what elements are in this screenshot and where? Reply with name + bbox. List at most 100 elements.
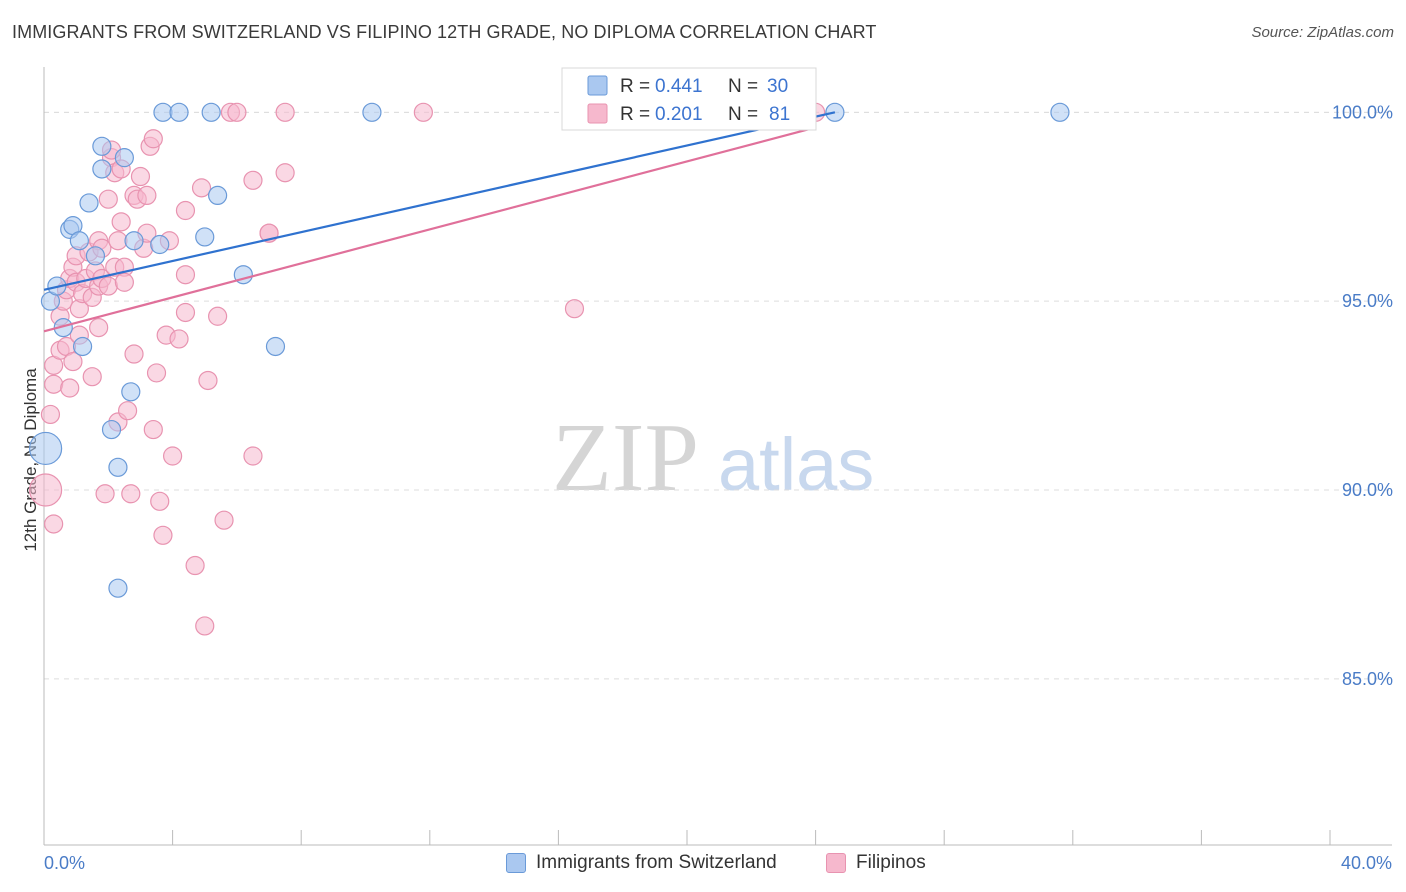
legend-swatch-filipinos: [587, 103, 608, 124]
switzerland-point-13: [108, 457, 128, 477]
filipinos-point-71: [227, 102, 247, 122]
switzerland-point-29: [1050, 102, 1070, 122]
switzerland-point-14: [108, 578, 128, 598]
filipinos-point-60: [169, 329, 189, 349]
y-axis-label: 12th Grade, No Diploma: [21, 368, 40, 552]
switzerland-point-10: [92, 136, 112, 156]
filipinos-point-56: [153, 525, 173, 545]
filipinos-point-39: [111, 212, 131, 232]
switzerland-point-20: [169, 102, 189, 122]
series-switzerland-points: [29, 102, 1070, 598]
legend-item-filipinos[interactable]: Filipinos: [826, 852, 926, 874]
filipinos-point-4: [44, 374, 64, 394]
legend-swatch-switzerland: [587, 75, 608, 96]
source-credit: Source: ZipAtlas.com: [1251, 24, 1394, 41]
switzerland-point-0: [29, 431, 63, 466]
y-tick-label-85: 85.0%: [1342, 669, 1393, 689]
filipinos-point-30: [98, 276, 118, 296]
y-tick-label-90: 90.0%: [1342, 480, 1393, 500]
filipinos-point-73: [243, 170, 263, 190]
legend-label-switzerland: Immigrants from Switzerland: [536, 852, 777, 873]
filipinos-point-47: [130, 166, 151, 187]
filipinos-point-29: [95, 484, 115, 504]
switzerland-point-19: [153, 102, 173, 122]
legend-swatch-blue: [506, 853, 526, 873]
legend-r-value-filipinos: 0.201: [655, 104, 703, 125]
legend-n-value-filipinos: 81: [769, 104, 790, 125]
filipinos-point-13: [63, 351, 83, 372]
y-tick-label-100: 100.0%: [1332, 102, 1393, 122]
filipinos-point-22: [82, 367, 102, 387]
switzerland-point-15: [114, 148, 134, 168]
legend-label-filipinos: Filipinos: [856, 852, 926, 873]
switzerland-point-21: [195, 227, 215, 247]
filipinos-point-53: [143, 419, 163, 440]
series-filipinos-points: [29, 102, 826, 636]
switzerland-point-12: [101, 419, 122, 440]
watermark: ZIP atlas: [552, 404, 874, 512]
filipinos-point-76: [275, 163, 295, 183]
filipinos-point-31: [98, 189, 118, 209]
series-legend: Immigrants from Switzerland Filipinos: [0, 852, 1406, 878]
filipinos-point-66: [195, 616, 215, 636]
switzerland-point-18: [150, 234, 170, 255]
switzerland-point-25: [265, 336, 286, 357]
switzerland-point-16: [121, 382, 141, 402]
filipinos-point-61: [175, 200, 196, 221]
trend-lines: [43, 111, 836, 333]
legend-r-label-1: R =: [620, 76, 650, 97]
filipinos-point-67: [198, 370, 218, 391]
filipinos-point-24: [89, 317, 109, 338]
switzerland-point-22: [201, 102, 221, 122]
filipinos-point-79: [564, 299, 585, 319]
filipinos-point-54: [146, 363, 167, 383]
legend-r-value-switzerland: 0.441: [655, 76, 703, 97]
legend-item-switzerland[interactable]: Immigrants from Switzerland: [506, 852, 777, 874]
filipinos-point-0: [29, 473, 63, 507]
filipinos-point-36: [108, 231, 128, 251]
filipinos-point-10: [60, 378, 80, 398]
filipinos-point-65: [191, 178, 212, 198]
switzerland-point-6: [69, 231, 89, 251]
filipinos-point-63: [175, 302, 196, 323]
filipinos-point-62: [175, 265, 196, 285]
filipinos-point-42: [117, 401, 138, 421]
legend-r-label-2: R =: [620, 104, 650, 125]
x-tick-label-max: 40.0%: [1341, 853, 1392, 873]
switzerland-point-23: [208, 185, 228, 206]
filipinos-point-50: [137, 185, 157, 206]
filipinos-point-55: [150, 491, 170, 511]
switzerland-point-9: [85, 246, 106, 266]
filipinos-point-64: [185, 555, 205, 576]
legend-swatch-pink: [826, 853, 846, 873]
filipinos-point-72: [243, 446, 263, 466]
watermark-zip: ZIP: [552, 404, 699, 512]
y-tick-label-95: 95.0%: [1342, 291, 1393, 311]
y-axis-tick-labels: 85.0% 90.0% 95.0% 100.0%: [1332, 102, 1393, 689]
filipinos-point-59: [163, 446, 183, 466]
grid-lines: [44, 111, 1392, 680]
switzerland-trend-line: [43, 111, 836, 291]
chart-title: IMMIGRANTS FROM SWITZERLAND VS FILIPINO …: [12, 22, 877, 42]
filipinos-point-43: [121, 484, 141, 504]
filipinos-point-68: [208, 306, 228, 326]
filipinos-trend-line: [43, 126, 816, 333]
watermark-atlas: atlas: [718, 423, 874, 506]
filipinos-point-41: [114, 272, 134, 292]
switzerland-point-8: [79, 193, 99, 213]
legend-n-label-1: N =: [728, 76, 758, 97]
filipinos-point-44: [124, 344, 144, 364]
filipinos-point-1: [40, 404, 61, 425]
switzerland-point-7: [72, 336, 93, 357]
filipinos-point-77: [275, 102, 295, 122]
filipinos-point-69: [214, 510, 234, 530]
switzerland-point-11: [92, 159, 112, 179]
legend-n-value-switzerland: 30: [767, 76, 788, 97]
legend-n-label-2: N =: [728, 104, 758, 125]
filipinos-point-52: [143, 129, 163, 149]
switzerland-point-26: [362, 102, 382, 122]
filipinos-point-78: [413, 102, 433, 122]
x-tick-label-min: 0.0%: [44, 853, 85, 873]
x-axis-ticks: [43, 830, 1331, 845]
switzerland-point-17: [124, 231, 144, 251]
